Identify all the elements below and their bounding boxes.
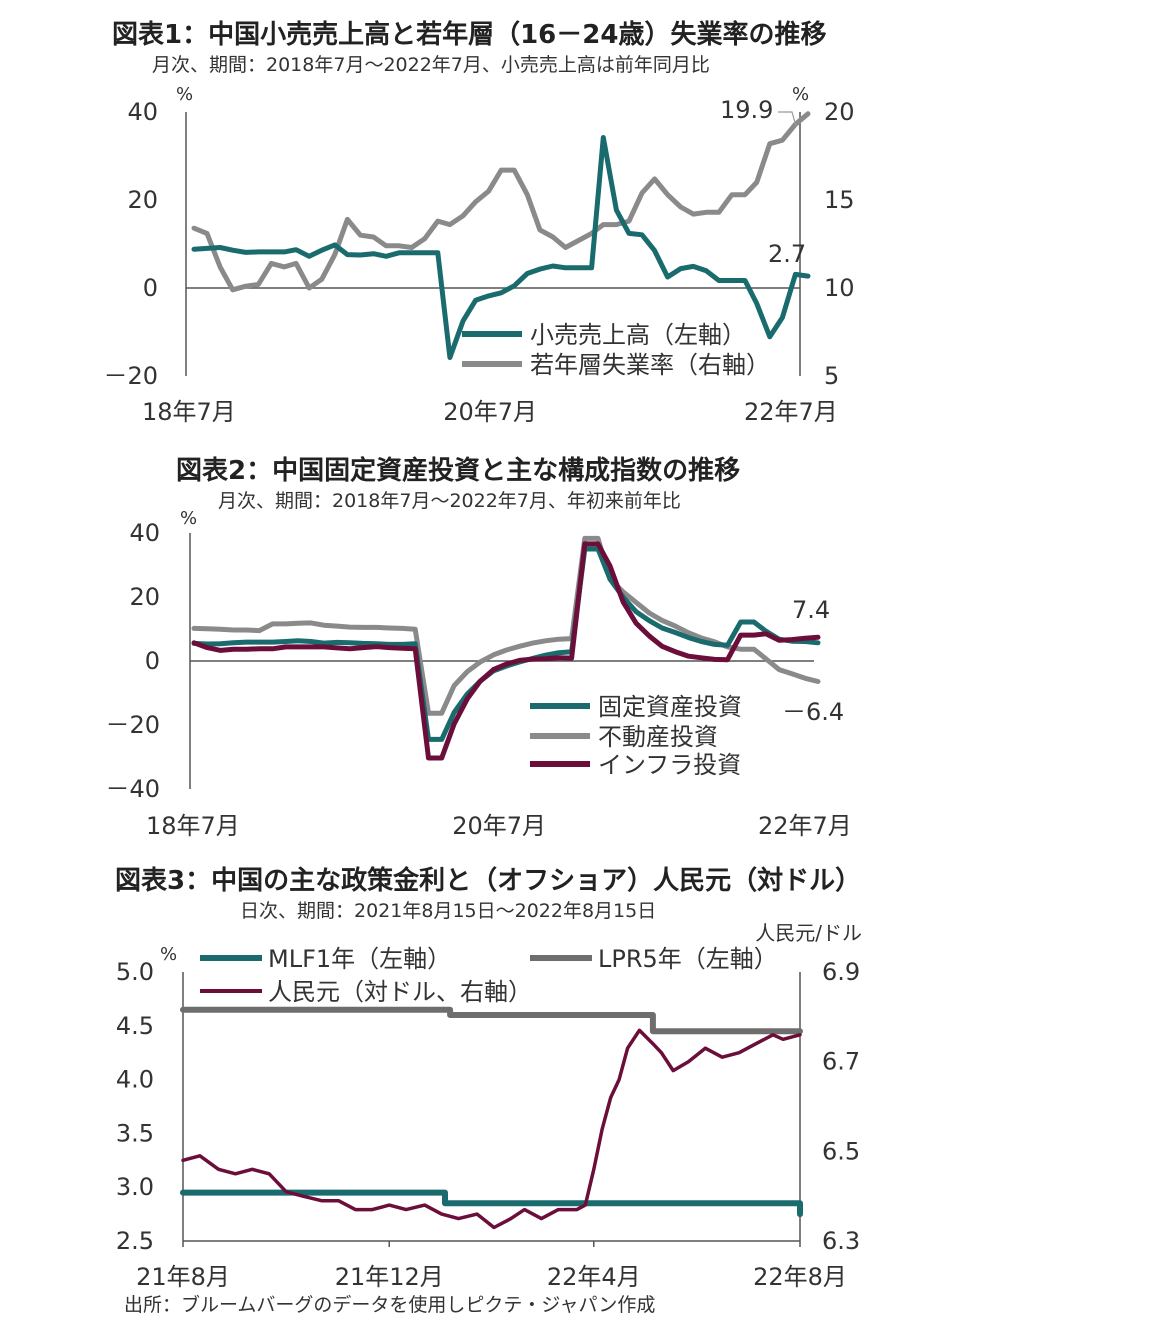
chart3-left-tick-label: 3.0 [116, 1173, 154, 1201]
chart2-series-infra-line [191, 541, 821, 761]
chart3-left-tick-label: 4.5 [116, 1012, 154, 1040]
chart1-series-unemployment-line [191, 111, 811, 293]
chart2-infra-end-label: 7.4 [792, 596, 830, 624]
chart1-right-unit: % [792, 84, 809, 105]
chart1-title: 図表1：中国小売売上高と若年層（16－24歳）失業率の推移 [112, 20, 827, 50]
chart1-svg: －20 0 20 40 5 10 15 20% % 18年7月 20年7月 22年7月 19.9 2.7 小… [103, 84, 855, 426]
chart1-left-tick-label: －20 [103, 362, 158, 390]
chart1-x-tick-label: 22年7月 [744, 398, 838, 426]
chart3-right-unit: 人民元/ドル [755, 921, 862, 945]
chart2-x-tick-label: 20年7月 [452, 812, 546, 840]
chart3-x-tick-label: 21年12月 [335, 1263, 444, 1291]
chart1-legend-label-retail: 小売売上高（左軸） [530, 321, 746, 349]
chart2-legend-property-label: 不動産投資 [598, 723, 718, 751]
chart2-property-end-label: －6.4 [782, 698, 844, 726]
chart3-series-cny-line [181, 1028, 802, 1230]
chart3-left-tick-label: 5.0 [116, 958, 154, 986]
chart2-left-tick-label: －20 [105, 711, 160, 739]
chart3-left-tick-label: 3.5 [116, 1119, 154, 1147]
chart1-left-tick-label: 40 [127, 98, 158, 126]
chart1-left-unit: % [176, 84, 193, 105]
chart2-left-unit: % [180, 508, 197, 529]
chart2-left-tick-label: 40 [129, 519, 160, 547]
chart3-left-unit: % [160, 944, 177, 965]
chart2-x-tick-label: 22年7月 [758, 812, 852, 840]
chart1-right-tick-label: 5 [824, 362, 839, 390]
chart3-subtitle: 日次、期間：2021年8月15日～2022年8月15日 [240, 900, 657, 922]
chart2-legend-fai-label: 固定資産投資 [598, 693, 742, 721]
chart2-svg: －40 －20 0 20 40% 18年7月 20年7月 22年7月 7.4 －6.4 固定資産投資… [105, 508, 851, 840]
chart1-x-tick-label: 18年7月 [142, 398, 236, 426]
chart1-right-tick-label: 10 [824, 274, 855, 302]
chart1-unemployment-end-label: 19.9 [720, 96, 773, 124]
chart1-right-tick-label: 20 [824, 98, 855, 126]
chart2-title: 図表2：中国固定資産投資と主な構成指数の推移 [176, 456, 741, 486]
chart1-right-tick-label: 15 [824, 186, 855, 214]
chart3-legend-cny-label: 人民元（対ドル、右軸） [268, 978, 532, 1006]
chart2-subtitle: 月次、期間：2018年7月～2022年7月、年初来前年比 [218, 490, 681, 512]
chart1-x-tick-label: 20年7月 [443, 398, 537, 426]
chart3-series-lpr-line [180, 1006, 803, 1035]
chart3-right-tick-label: 6.3 [822, 1227, 860, 1255]
chart1-left-tick-label: 0 [143, 274, 158, 302]
chart3-legend-mlf-label: MLF1年（左軸） [268, 945, 451, 973]
chart3-left-tick-label: 2.5 [116, 1227, 154, 1255]
chart3-right-tick-label: 6.7 [822, 1048, 860, 1076]
chart3-series-mlf-line [180, 1189, 803, 1218]
chart2-left-tick-label: －40 [105, 775, 160, 803]
chart1-end-label-leader [778, 111, 797, 127]
chart1-left-tick-label: 20 [127, 186, 158, 214]
chart3-left-tick-label: 4.0 [116, 1066, 154, 1094]
chart3-right-tick-label: 6.9 [822, 958, 860, 986]
chart3-x-tick-label: 22年4月 [547, 1263, 641, 1291]
chart2-left-tick-label: 0 [145, 647, 160, 675]
chart3-x-tick-label: 22年8月 [753, 1263, 847, 1291]
chart2-legend-infra-label: インフラ投資 [598, 751, 741, 779]
chart3-title: 図表3：中国の主な政策金利と（オフショア）人民元（対ドル） [115, 866, 862, 896]
chart2-left-tick-label: 20 [129, 583, 160, 611]
source-note: 出所：ブルームバーグのデータを使用しピクテ・ジャパン作成 [124, 1294, 656, 1316]
chart3-x-tick-label: 21年8月 [136, 1263, 230, 1291]
chart3-legend-lpr-label: LPR5年（左軸） [598, 945, 778, 973]
chart1-subtitle: 月次、期間：2018年7月～2022年7月、小売売上高は前年同月比 [152, 54, 710, 76]
chart3-right-tick-label: 6.5 [822, 1137, 860, 1165]
chart2-x-tick-label: 18年7月 [146, 812, 240, 840]
chart1-legend-label-unemployment: 若年層失業率（右軸） [530, 351, 770, 379]
chart1-retail-end-label: 2.7 [768, 240, 806, 268]
chart1-series-retail-line [191, 135, 811, 360]
chart2-series-property-line [191, 535, 821, 716]
